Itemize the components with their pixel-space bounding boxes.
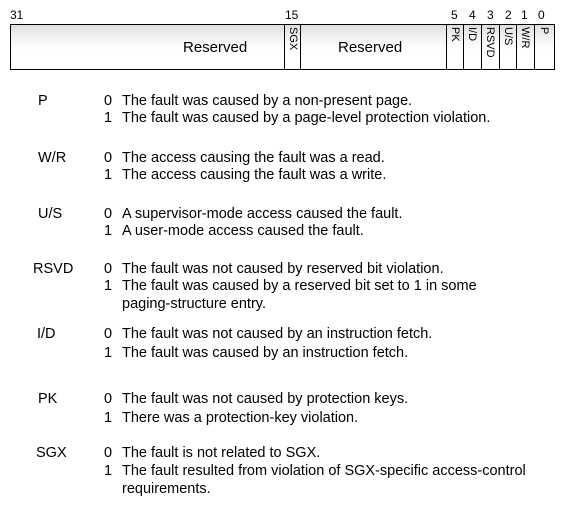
bit-value: 0 (104, 391, 113, 407)
bit-value: 1 (104, 167, 113, 183)
reserved-mid-field: Reserved (338, 39, 403, 56)
bit-value: 0 (104, 206, 113, 222)
description: The fault was not caused by protection k… (122, 391, 409, 407)
divider (463, 25, 464, 69)
description: The access causing the fault was a write… (122, 167, 387, 183)
field-name: RSVD (33, 261, 74, 277)
bit-value: 1 (104, 463, 113, 479)
bit-value: 1 (104, 223, 113, 239)
bit-value: 0 (104, 93, 113, 109)
bit-number-31: 31 (10, 8, 24, 22)
bit-number-3: 3 (487, 8, 494, 22)
description: The fault was not caused by an instructi… (122, 326, 433, 342)
bit-number-15: 15 (285, 8, 299, 22)
wr-bit-label: W/R (519, 27, 531, 49)
bit-value: 0 (104, 150, 113, 166)
description: There was a protection-key violation. (122, 410, 359, 426)
divider (284, 25, 285, 69)
bit-value: 1 (104, 278, 113, 294)
bit-value: 0 (104, 326, 113, 342)
bit-value: 0 (104, 445, 113, 461)
bit-number-0: 0 (538, 8, 545, 22)
divider (516, 25, 517, 69)
field-name: U/S (38, 206, 63, 222)
p-bit-label: P (538, 27, 550, 35)
us-bit-label: U/S (502, 27, 514, 46)
bit-number-5: 5 (451, 8, 458, 22)
bit-number-2: 2 (505, 8, 512, 22)
bit-value: 0 (104, 261, 113, 277)
rsvd-bit-label: RSVD (484, 27, 496, 58)
divider (300, 25, 301, 69)
description: The access causing the fault was a read. (122, 150, 385, 166)
sgx-bit-label: SGX (287, 27, 299, 51)
field-name: PK (38, 391, 58, 407)
description: A user-mode access caused the fault. (122, 223, 364, 239)
bit-value: 1 (104, 345, 113, 361)
description: The fault resulted from violation of SGX… (122, 463, 526, 479)
divider (499, 25, 500, 69)
field-name: P (38, 93, 48, 109)
field-name: W/R (38, 150, 67, 166)
description: The fault was caused by a page-level pro… (122, 110, 491, 126)
description: The fault was caused by an instruction f… (122, 345, 409, 361)
description: The fault was not caused by reserved bit… (122, 261, 444, 277)
description: The fault was caused by a reserved bit s… (122, 278, 477, 294)
description: The fault was caused by a non-present pa… (122, 93, 413, 109)
description-continued: requirements. (122, 481, 211, 497)
reserved-high-field: Reserved (183, 39, 248, 56)
bit-number-4: 4 (469, 8, 476, 22)
bit-value: 1 (104, 110, 113, 126)
divider (534, 25, 535, 69)
divider (446, 25, 447, 69)
pk-bit-label: PK (449, 27, 461, 42)
divider (481, 25, 482, 69)
bit-value: 1 (104, 410, 113, 426)
field-name: SGX (36, 445, 67, 461)
description: The fault is not related to SGX. (122, 445, 321, 461)
description-continued: paging-structure entry. (122, 296, 266, 312)
id-bit-label: I/D (466, 27, 478, 42)
error-code-register: Reserved SGX Reserved PK I/D RSVD U/S W/… (10, 24, 555, 70)
description: A supervisor-mode access caused the faul… (122, 206, 403, 222)
field-name: I/D (37, 326, 56, 342)
bit-number-1: 1 (521, 8, 528, 22)
